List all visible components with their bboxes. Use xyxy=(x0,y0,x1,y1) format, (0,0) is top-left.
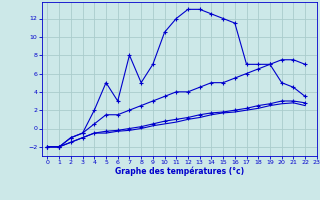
X-axis label: Graphe des températures (°c): Graphe des températures (°c) xyxy=(115,167,244,176)
